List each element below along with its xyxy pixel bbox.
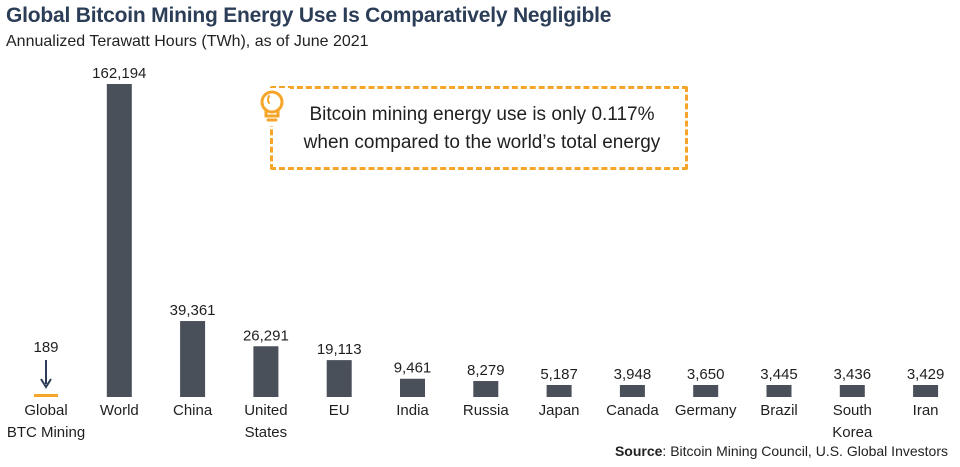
- data-label: 9,461: [394, 360, 432, 377]
- bar: [326, 360, 352, 397]
- data-label: 162,194: [92, 65, 146, 82]
- data-label: 189: [33, 339, 58, 356]
- callout-text: Bitcoin mining energy use is only 0.117%…: [285, 101, 679, 157]
- data-label: 26,291: [243, 327, 289, 344]
- chart-title: Global Bitcoin Mining Energy Use Is Comp…: [6, 4, 612, 27]
- category-label: Global: [24, 402, 67, 419]
- lightbulb-icon: [250, 84, 294, 133]
- bar-global-btc-mining: [34, 394, 58, 397]
- bar: [766, 385, 792, 397]
- category-label: EU: [329, 402, 350, 419]
- data-label: 5,187: [540, 366, 578, 383]
- bar: [106, 84, 132, 397]
- callout-line-1: Bitcoin mining energy use is only 0.117%: [309, 104, 655, 125]
- bar: [693, 385, 719, 397]
- bar: [400, 378, 425, 397]
- bar: [839, 385, 865, 397]
- category-label: Brazil: [760, 402, 798, 419]
- category-label: Korea: [832, 424, 873, 441]
- category-label: Germany: [675, 402, 737, 419]
- data-label: 19,113: [317, 341, 362, 358]
- chart-subtitle: Annualized Terawatt Hours (TWh), as of J…: [6, 33, 369, 50]
- category-label: BTC Mining: [7, 424, 85, 441]
- data-label: 39,361: [170, 302, 216, 319]
- source-text: : Bitcoin Mining Council, U.S. Global In…: [662, 443, 948, 459]
- bar: [546, 385, 572, 397]
- category-label: Canada: [606, 402, 659, 419]
- bar: [619, 385, 645, 397]
- bar: [473, 381, 499, 397]
- category-label: Russia: [463, 402, 510, 419]
- category-label: United: [244, 402, 287, 419]
- data-label: 8,279: [467, 362, 505, 379]
- arrow-head-icon: [40, 378, 52, 389]
- data-label: 3,429: [907, 366, 945, 383]
- bar: [180, 321, 206, 397]
- bar: [913, 385, 939, 397]
- category-label: World: [100, 402, 139, 419]
- data-label: 3,948: [614, 366, 652, 383]
- category-label: States: [245, 424, 288, 441]
- category-label: Iran: [913, 402, 939, 419]
- category-label: South: [833, 402, 872, 419]
- data-label: 3,436: [834, 366, 872, 383]
- callout-box: Bitcoin mining energy use is only 0.117%…: [270, 86, 688, 170]
- source-note: Source: Bitcoin Mining Council, U.S. Glo…: [615, 443, 948, 459]
- source-label: Source: [614, 443, 663, 459]
- callout-line-2: when compared to the world’s total energ…: [303, 132, 661, 153]
- bar: [253, 346, 279, 397]
- category-label: Japan: [539, 402, 580, 419]
- data-label: 3,445: [760, 366, 798, 383]
- category-label: China: [173, 402, 213, 419]
- category-label: India: [396, 402, 429, 419]
- data-label: 3,650: [687, 366, 725, 383]
